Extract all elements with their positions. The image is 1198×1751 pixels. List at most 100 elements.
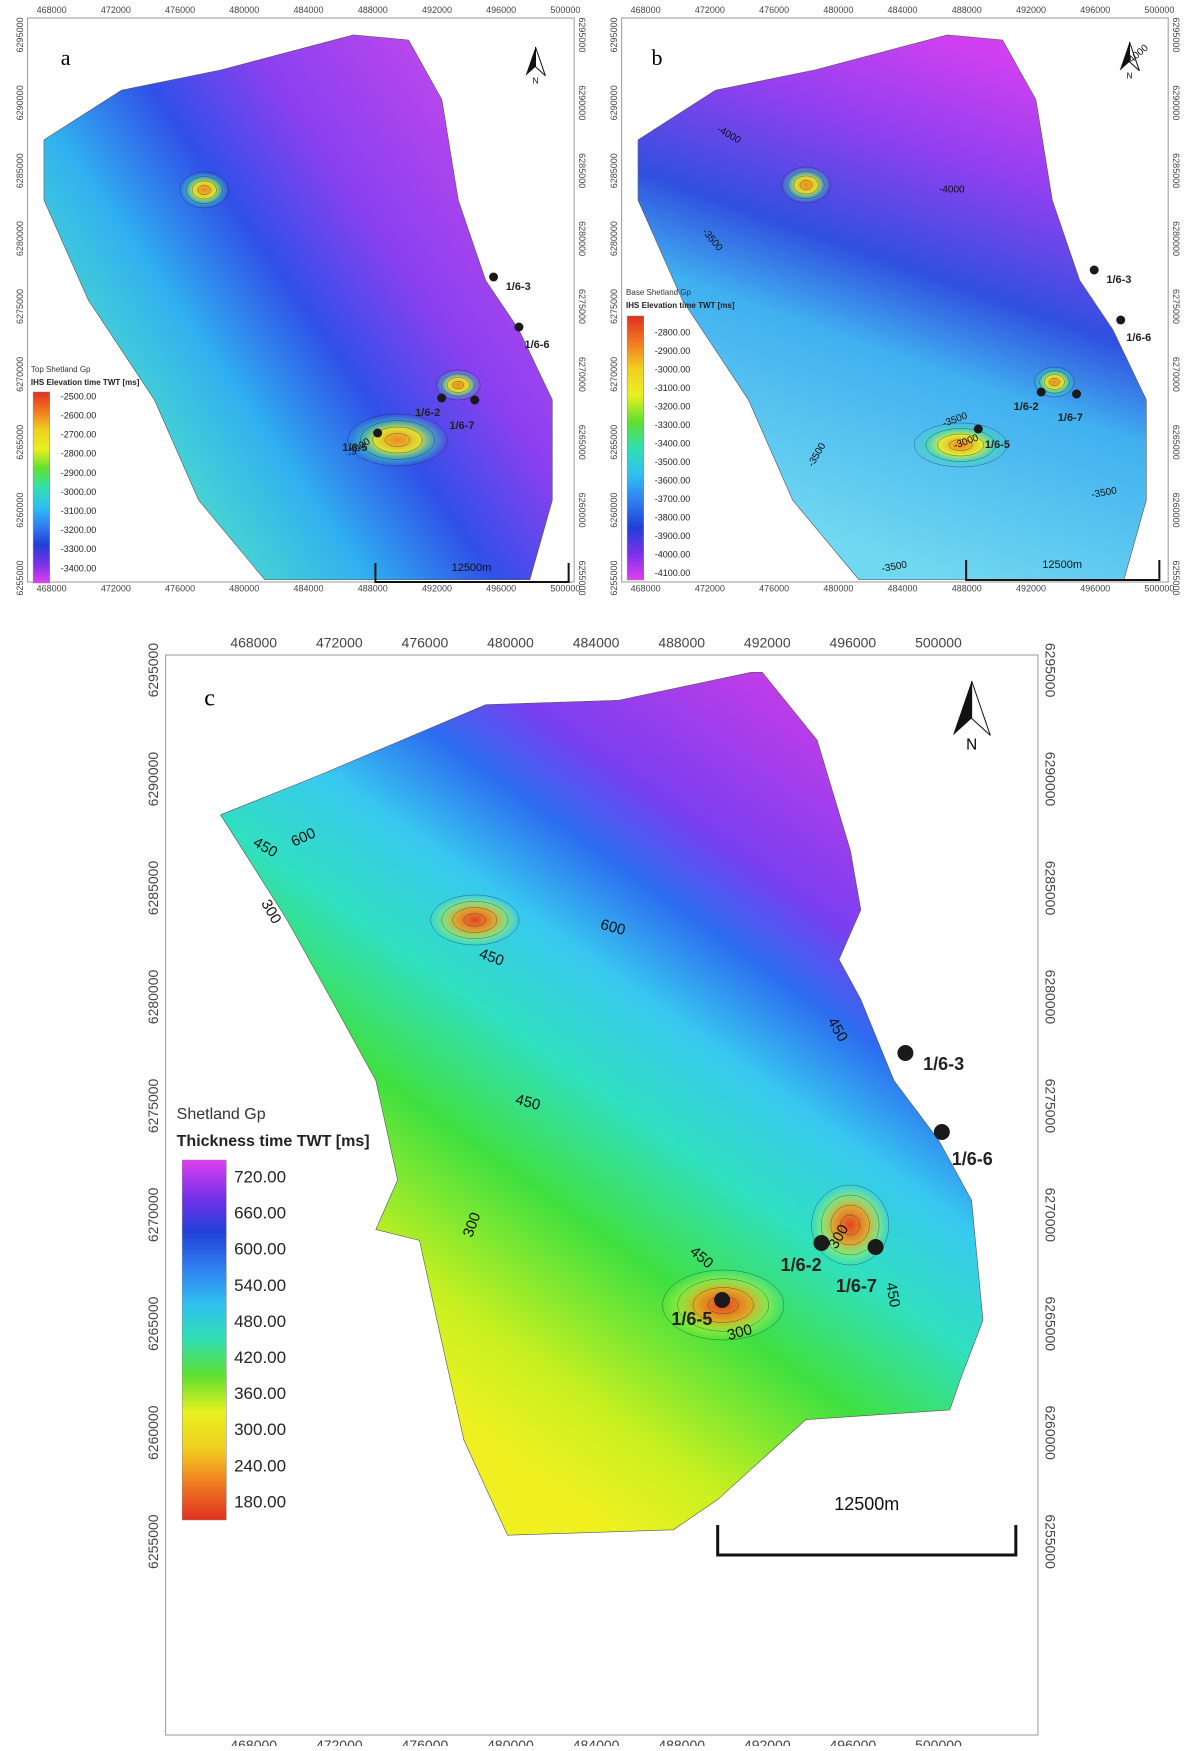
y-tick-label: 6270000 [1042, 1188, 1058, 1243]
well-label: 1/6-5 [671, 1309, 712, 1329]
y-tick-label: 6280000 [1042, 970, 1058, 1025]
well-label: 1/6-2 [781, 1255, 822, 1275]
legend-label: -2900.00 [655, 346, 691, 356]
well-marker [974, 425, 983, 434]
legend-label: 600.00 [234, 1240, 286, 1259]
x-tick-label: 480000 [229, 584, 259, 594]
well-label: 1/6-6 [524, 339, 549, 351]
legend-title: Base Shetland Gp [626, 288, 691, 297]
y-tick-label: 6255000 [1171, 561, 1181, 596]
x-tick-label: 472000 [101, 5, 131, 15]
well-marker [714, 1292, 730, 1308]
color-bar [182, 1160, 226, 1520]
x-tick-label: 500000 [915, 1737, 962, 1746]
y-tick-label: 6275000 [577, 289, 587, 324]
panel-letter: c [204, 686, 215, 712]
x-tick-label: 472000 [316, 635, 363, 651]
well-marker [489, 273, 498, 282]
y-tick-label: 6285000 [1042, 861, 1058, 916]
y-tick-label: 6295000 [15, 17, 25, 52]
legend-label: -3300.00 [655, 420, 691, 430]
y-tick-label: 6290000 [15, 85, 25, 120]
x-tick-label: 468000 [230, 1737, 277, 1746]
well-marker [1037, 388, 1046, 397]
x-tick-label: 480000 [487, 1737, 534, 1746]
y-tick-label: 6290000 [609, 85, 619, 120]
x-tick-label: 484000 [573, 1737, 620, 1746]
page: 468000 468000 472000 472000 476000 476000 4800… [0, 0, 1198, 1746]
y-tick-label: 6275000 [145, 1078, 161, 1133]
legend-label: -3000.00 [655, 364, 691, 374]
y-tick-label: 6255000 [15, 561, 25, 596]
legend-label: -3200.00 [655, 401, 691, 411]
y-tick-label: 6255000 [145, 1514, 161, 1569]
scale-label: 12500m [834, 1494, 899, 1514]
x-tick-label: 476000 [759, 5, 789, 15]
legend-label: 540.00 [234, 1276, 286, 1295]
well-label: 1/6-6 [1126, 332, 1151, 344]
well-label: 1/6-2 [415, 407, 440, 419]
y-tick-label: 6280000 [145, 969, 161, 1024]
y-tick-label: 6255000 [577, 561, 587, 596]
legend-label: -4000.00 [655, 549, 691, 559]
x-tick-label: 500000 [550, 584, 580, 594]
well-marker [373, 429, 382, 438]
well-label: 1/6-7 [836, 1276, 877, 1296]
x-tick-label: 472000 [316, 1737, 363, 1746]
y-tick-label: 6270000 [15, 357, 25, 392]
y-tick-label: 6295000 [577, 17, 587, 52]
x-tick-label: 492000 [422, 5, 452, 15]
north-label: N [1127, 71, 1133, 80]
x-tick-label: 468000 [230, 635, 277, 651]
y-tick-label: 6275000 [15, 289, 25, 324]
y-tick-label: 6255000 [609, 561, 619, 596]
legend-label: 720.00 [234, 1167, 286, 1186]
x-tick-label: 472000 [695, 5, 725, 15]
y-tick-label: 6285000 [15, 153, 25, 188]
y-tick-label: 6275000 [609, 289, 619, 324]
well-marker [934, 1124, 950, 1140]
y-tick-label: 6265000 [1171, 425, 1181, 460]
y-tick-label: 6265000 [145, 1296, 161, 1351]
x-tick-label: 468000 [37, 5, 67, 15]
x-tick-label: 484000 [294, 5, 324, 15]
well-label: 1/6-6 [952, 1149, 993, 1169]
y-tick-label: 6260000 [577, 493, 587, 528]
x-tick-label: 496000 [1080, 5, 1110, 15]
y-tick-label: 6290000 [577, 85, 587, 120]
legend-label: -3400.00 [655, 438, 691, 448]
x-tick-label: 496000 [1080, 584, 1110, 594]
x-tick-label: 484000 [888, 5, 918, 15]
legend-label: 480.00 [234, 1312, 286, 1331]
x-tick-label: 480000 [229, 5, 259, 15]
north-label: N [533, 76, 539, 85]
x-tick-label: 468000 [37, 584, 67, 594]
x-tick-label: 500000 [1144, 584, 1174, 594]
legend-label: -3200.00 [61, 525, 97, 535]
well-marker [1072, 390, 1081, 399]
x-tick-label: 484000 [294, 584, 324, 594]
x-tick-label: 492000 [744, 635, 791, 651]
x-tick-label: 488000 [658, 635, 705, 651]
x-tick-label: 492000 [422, 584, 452, 594]
well-marker [1116, 316, 1125, 325]
y-tick-label: 6260000 [1042, 1405, 1058, 1460]
legend-label: -3400.00 [61, 563, 97, 573]
x-tick-label: 484000 [888, 584, 918, 594]
x-tick-label: 492000 [1016, 5, 1046, 15]
legend-label: -2800.00 [655, 327, 691, 337]
x-tick-label: 480000 [823, 5, 853, 15]
x-tick-label: 480000 [823, 584, 853, 594]
y-tick-label: 6280000 [609, 221, 619, 256]
y-tick-label: 6270000 [577, 357, 587, 392]
legend-label: -2600.00 [61, 410, 97, 420]
y-tick-label: 6280000 [577, 221, 587, 256]
x-tick-label: 476000 [165, 584, 195, 594]
x-tick-label: 492000 [1016, 584, 1046, 594]
legend-title: Shetland Gp [177, 1106, 266, 1123]
y-tick-label: 6280000 [15, 221, 25, 256]
legend-label: -3300.00 [61, 544, 97, 554]
y-tick-label: 6270000 [609, 357, 619, 392]
legend-subtitle: IHS Elevation time TWT [ms] [626, 301, 735, 310]
legend-label: -3900.00 [655, 531, 691, 541]
